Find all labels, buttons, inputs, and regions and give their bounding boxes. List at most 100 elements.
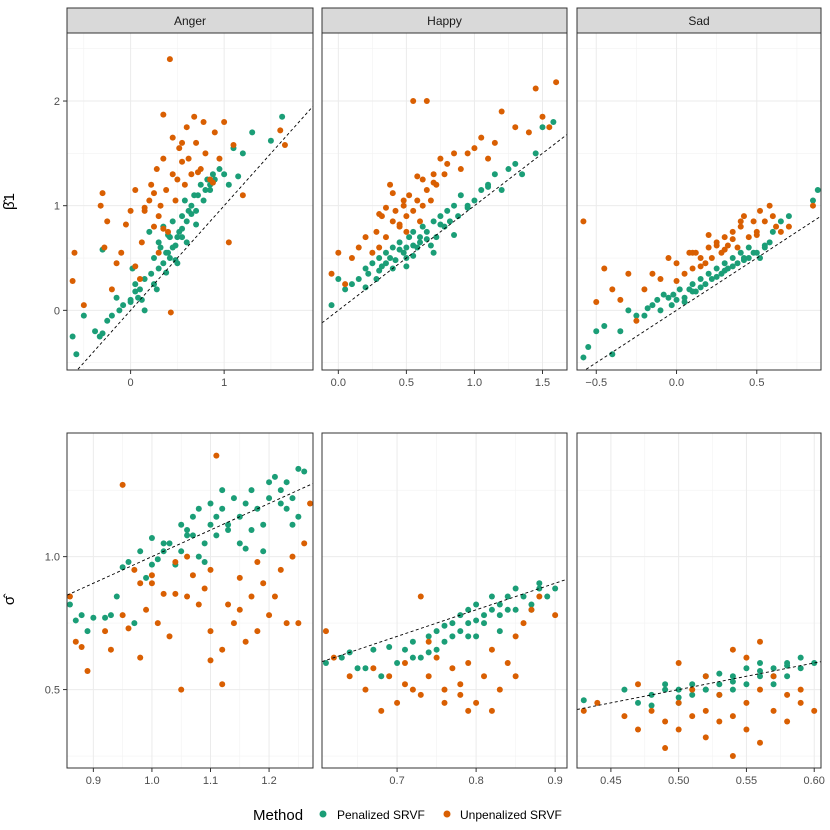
point-penalized: [369, 260, 376, 267]
point-penalized: [473, 601, 480, 608]
point-penalized: [235, 173, 242, 180]
point-penalized: [729, 686, 736, 693]
x-tick-label: 0.60: [804, 775, 825, 787]
legend-key-penalized: [319, 810, 327, 818]
point-unpenalized: [78, 644, 85, 651]
x-tick-label: 1.0: [467, 377, 482, 389]
point-unpenalized: [697, 263, 704, 270]
point-penalized: [394, 659, 401, 666]
point-unpenalized: [277, 566, 284, 573]
point-unpenalized: [689, 265, 696, 272]
point-penalized: [260, 521, 267, 528]
point-unpenalized: [169, 134, 176, 141]
point-penalized: [396, 246, 403, 253]
point-unpenalized: [225, 601, 232, 608]
point-penalized: [194, 192, 201, 199]
point-unpenalized: [283, 620, 290, 627]
x-tick-label: 0.0: [331, 377, 346, 389]
point-unpenalized: [194, 169, 201, 176]
point-penalized: [242, 545, 249, 552]
point-penalized: [797, 654, 804, 661]
x-tick-label: 0.8: [468, 775, 483, 787]
point-penalized: [338, 654, 345, 661]
point-unpenalized: [770, 673, 777, 680]
point-unpenalized: [403, 213, 410, 220]
point-unpenalized: [307, 500, 313, 507]
point-penalized: [225, 521, 232, 528]
point-unpenalized: [662, 718, 669, 725]
point-penalized: [675, 694, 682, 701]
point-penalized: [689, 681, 696, 688]
point-unpenalized: [101, 244, 108, 251]
point-penalized: [242, 500, 249, 507]
point-penalized: [532, 150, 539, 157]
legend: Method Penalized SRVF Unpenalized SRVF: [253, 807, 562, 824]
point-penalized: [675, 686, 682, 693]
point-penalized: [373, 275, 380, 282]
point-penalized: [743, 681, 750, 688]
point-unpenalized: [797, 699, 804, 706]
point-unpenalized: [104, 218, 111, 225]
point-unpenalized: [335, 249, 342, 256]
point-unpenalized: [150, 223, 157, 230]
point-unpenalized: [414, 173, 421, 180]
point-unpenalized: [745, 234, 752, 241]
x-tick-label: 0.5: [749, 377, 764, 389]
point-penalized: [392, 257, 399, 264]
point-penalized: [673, 296, 680, 303]
point-penalized: [403, 263, 410, 270]
point-penalized: [430, 249, 437, 256]
point-penalized: [716, 670, 723, 677]
point-penalized: [621, 686, 628, 693]
point-unpenalized: [729, 228, 736, 235]
point-unpenalized: [734, 244, 741, 251]
point-unpenalized: [496, 686, 503, 693]
point-unpenalized: [362, 234, 369, 241]
point-penalized: [670, 291, 677, 298]
point-unpenalized: [201, 585, 208, 592]
point-unpenalized: [160, 225, 167, 232]
point-unpenalized: [451, 150, 458, 157]
point-penalized: [417, 654, 424, 661]
point-unpenalized: [281, 141, 288, 148]
point-penalized: [150, 255, 157, 262]
point-penalized: [283, 479, 290, 486]
point-penalized: [811, 659, 818, 666]
point-unpenalized: [167, 309, 174, 316]
point-penalized: [777, 218, 784, 225]
point-unpenalized: [184, 593, 191, 600]
point-unpenalized: [138, 239, 145, 246]
facet-strip: [66, 7, 314, 34]
point-unpenalized: [119, 481, 126, 488]
point-unpenalized: [348, 255, 355, 262]
point-unpenalized: [207, 566, 214, 573]
point-unpenalized: [242, 638, 249, 645]
point-unpenalized: [580, 707, 587, 714]
point-penalized: [260, 548, 267, 555]
point-unpenalized: [400, 202, 407, 209]
point-penalized: [166, 540, 173, 547]
point-unpenalized: [148, 580, 155, 587]
point-unpenalized: [172, 590, 179, 597]
point-unpenalized: [430, 171, 437, 178]
point-unpenalized: [191, 113, 198, 120]
x-tick-label: 1.1: [203, 775, 218, 787]
point-unpenalized: [202, 150, 209, 157]
point-unpenalized: [143, 606, 150, 613]
point-penalized: [769, 228, 776, 235]
point-unpenalized: [740, 213, 747, 220]
point-unpenalized: [441, 171, 448, 178]
point-penalized: [289, 521, 296, 528]
point-unpenalized: [189, 572, 196, 579]
panel-border: [576, 32, 822, 371]
point-penalized: [271, 473, 278, 480]
point-penalized: [163, 269, 170, 276]
point-unpenalized: [153, 166, 160, 173]
point-penalized: [354, 665, 361, 672]
point-unpenalized: [811, 707, 818, 714]
point-penalized: [451, 202, 458, 209]
point-unpenalized: [427, 197, 434, 204]
panel-sigma-sad: 0.45 0.50 0.55 0.60: [576, 432, 825, 787]
point-penalized: [633, 312, 640, 319]
